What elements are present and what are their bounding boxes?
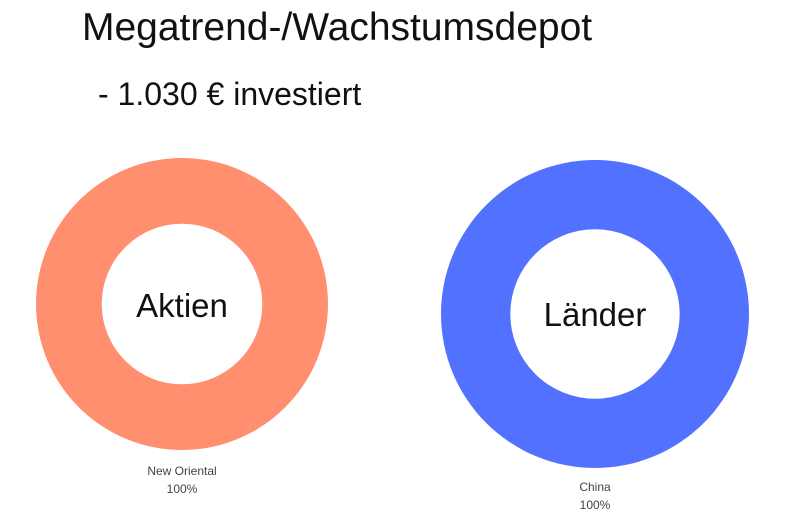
aktien-center-label: Aktien [136,287,228,324]
aktien-donut-slices [36,158,328,450]
aktien-donut-chart: Aktien [36,158,328,450]
laender-donut-chart: Länder [441,160,749,468]
aktien-legend-percent: 100% [166,482,198,496]
aktien-legend-category: New Oriental [147,464,217,478]
laender-donut-slices [441,160,749,468]
aktien-legend: New Oriental 100% [102,462,262,498]
donut-slice-china [441,160,749,468]
laender-legend: China 100% [515,478,675,514]
donut-slice-new-oriental [36,158,328,450]
laender-center-label: Länder [544,296,647,333]
page-subtitle: - 1.030 € investiert [98,76,362,112]
laender-legend-percent: 100% [579,498,611,512]
laender-legend-category: China [579,480,611,494]
page-title: Megatrend-/Wachstumsdepot [82,6,593,49]
